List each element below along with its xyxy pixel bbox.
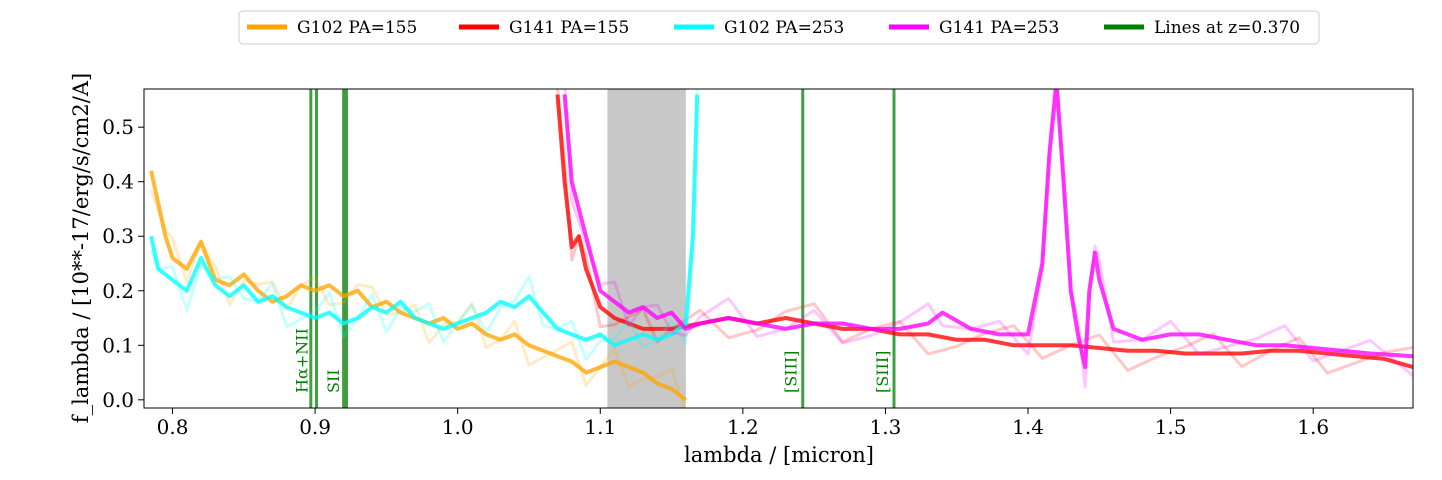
legend: G102 PA=155 G141 PA=155 G102 PA=253 G141 PA…	[238, 10, 1320, 45]
x-tick-label-3: 1.1	[584, 415, 616, 439]
x-tick-label-5: 1.3	[870, 415, 902, 439]
x-tick-label-0: 0.8	[157, 415, 189, 439]
line-label-2: [SIII]	[782, 351, 801, 393]
series-line-1	[555, 94, 1413, 370]
legend-label-4: Lines at z=0.370	[1154, 18, 1300, 38]
series-raw-0	[149, 189, 686, 408]
legend-box	[238, 10, 1320, 45]
x-tick-label-1: 0.9	[299, 415, 331, 439]
y-tick-label-5: 0.5	[102, 115, 134, 139]
shaded-region	[607, 89, 686, 408]
legend-label-2: G102 PA=253	[724, 18, 844, 38]
line-label-0: Hα+NII	[293, 328, 312, 393]
y-axis-label: f_lambda / [10**-17/erg/s/cm2/A]	[69, 73, 93, 423]
legend-label-1: G141 PA=155	[509, 18, 629, 38]
x-tick-label-7: 1.5	[1155, 415, 1187, 439]
y-tick-label-3: 0.3	[102, 224, 134, 248]
line-label-1: SII	[324, 369, 343, 393]
y-tick-label-0: 0.0	[102, 388, 134, 412]
x-tick-label-4: 1.2	[727, 415, 759, 439]
x-tick-label-6: 1.4	[1012, 415, 1044, 439]
series-raw-1	[556, 89, 1413, 375]
series-line-2	[149, 94, 700, 348]
series-raw-3	[563, 89, 1413, 389]
y-tick-label-1: 0.1	[102, 333, 134, 357]
x-tick-label-8: 1.6	[1297, 415, 1329, 439]
plot-area: Hα+NII SII [SIII] [SIII]	[149, 89, 1413, 408]
y-tick-label-2: 0.2	[102, 279, 134, 303]
series-line-0	[149, 170, 688, 402]
line-label-3: [SIII]	[873, 351, 892, 393]
series-line-3	[562, 89, 1413, 370]
legend-label-3: G141 PA=253	[939, 18, 1059, 38]
x-tick-label-2: 1.0	[442, 415, 474, 439]
plot-frame	[143, 88, 1414, 409]
x-axis-label: lambda / [micron]	[684, 443, 874, 467]
axes: 0.8 0.9 1.0 1.1 1.2 1.3 1.4 1.5 1.6 0.0 0.1 0.2 0.3 0…	[102, 88, 1414, 439]
legend-label-0: G102 PA=155	[297, 18, 417, 38]
y-tick-label-4: 0.4	[102, 170, 134, 194]
